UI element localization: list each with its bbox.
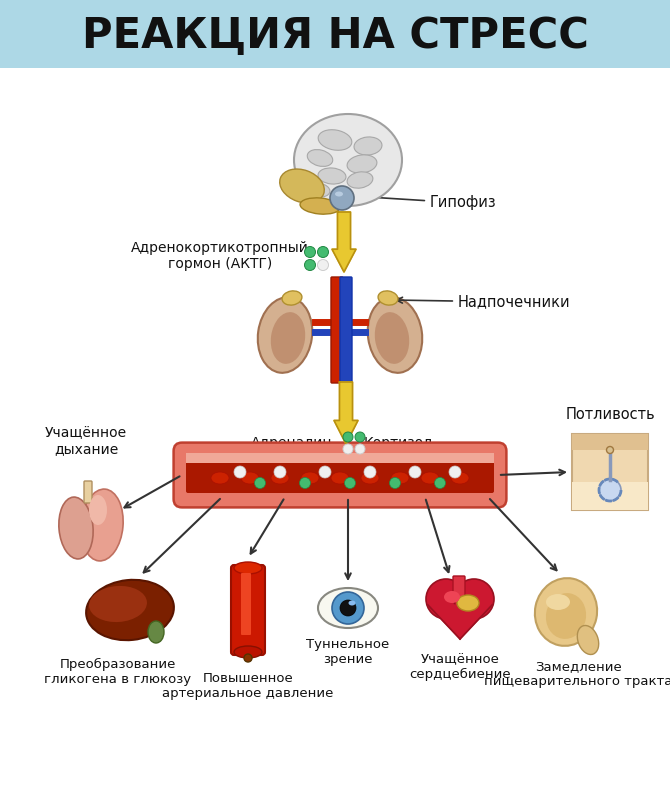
FancyBboxPatch shape — [331, 277, 343, 383]
FancyBboxPatch shape — [572, 434, 648, 510]
Ellipse shape — [535, 578, 597, 646]
Circle shape — [318, 259, 328, 271]
Ellipse shape — [306, 183, 330, 197]
Ellipse shape — [368, 297, 422, 373]
Ellipse shape — [578, 626, 599, 654]
Text: Учащённое
сердцебиение: Учащённое сердцебиение — [409, 653, 511, 681]
Ellipse shape — [301, 472, 319, 484]
Ellipse shape — [59, 497, 93, 559]
Polygon shape — [428, 605, 492, 639]
Circle shape — [299, 477, 310, 488]
Circle shape — [255, 477, 265, 488]
Ellipse shape — [241, 472, 259, 484]
Text: Преобразование
гликогена в глюкозу: Преобразование гликогена в глюкозу — [44, 658, 192, 686]
Ellipse shape — [234, 562, 262, 574]
Ellipse shape — [86, 580, 174, 640]
Circle shape — [364, 466, 376, 478]
Ellipse shape — [347, 172, 373, 188]
Ellipse shape — [391, 472, 409, 484]
Ellipse shape — [421, 472, 439, 484]
Ellipse shape — [300, 198, 340, 214]
Circle shape — [355, 432, 365, 442]
Circle shape — [234, 466, 246, 478]
Ellipse shape — [331, 472, 349, 484]
Circle shape — [244, 654, 252, 662]
FancyBboxPatch shape — [186, 453, 494, 463]
Polygon shape — [332, 212, 356, 272]
FancyBboxPatch shape — [572, 482, 648, 510]
Ellipse shape — [546, 594, 570, 610]
FancyBboxPatch shape — [453, 576, 465, 600]
FancyBboxPatch shape — [186, 457, 494, 493]
Circle shape — [274, 466, 286, 478]
Ellipse shape — [318, 588, 378, 628]
Circle shape — [319, 466, 331, 478]
Circle shape — [318, 247, 328, 258]
Ellipse shape — [271, 312, 306, 364]
Circle shape — [606, 447, 614, 453]
Circle shape — [435, 477, 446, 488]
Circle shape — [389, 477, 401, 488]
Text: Адреналин: Адреналин — [251, 436, 333, 450]
Circle shape — [449, 466, 461, 478]
Ellipse shape — [546, 593, 586, 639]
Circle shape — [409, 466, 421, 478]
Ellipse shape — [361, 472, 379, 484]
Ellipse shape — [451, 472, 469, 484]
Ellipse shape — [89, 586, 147, 622]
Circle shape — [340, 600, 356, 616]
Circle shape — [343, 444, 353, 454]
Ellipse shape — [308, 149, 333, 167]
Ellipse shape — [81, 489, 123, 561]
FancyBboxPatch shape — [241, 573, 251, 635]
Ellipse shape — [279, 169, 324, 203]
FancyBboxPatch shape — [231, 565, 265, 655]
Ellipse shape — [282, 291, 302, 305]
FancyBboxPatch shape — [340, 277, 352, 383]
Text: Повышенное
артериальное давление: Повышенное артериальное давление — [162, 672, 334, 700]
Ellipse shape — [294, 114, 402, 206]
Bar — [336, 190, 344, 208]
Text: Гипофиз: Гипофиз — [356, 194, 496, 211]
Text: Потливость: Потливость — [565, 407, 655, 422]
Ellipse shape — [378, 291, 398, 305]
Circle shape — [454, 579, 494, 619]
Circle shape — [332, 592, 364, 624]
FancyBboxPatch shape — [84, 481, 92, 503]
Ellipse shape — [211, 472, 229, 484]
Text: Кортизол: Кортизол — [363, 436, 433, 450]
Ellipse shape — [318, 130, 352, 150]
FancyBboxPatch shape — [0, 0, 670, 68]
Circle shape — [599, 479, 621, 501]
Ellipse shape — [258, 297, 312, 373]
Ellipse shape — [148, 621, 164, 643]
FancyBboxPatch shape — [572, 434, 648, 450]
Circle shape — [355, 444, 365, 454]
Ellipse shape — [318, 168, 346, 184]
Ellipse shape — [89, 495, 107, 525]
Ellipse shape — [271, 472, 289, 484]
FancyBboxPatch shape — [174, 443, 507, 508]
Text: РЕАКЦИЯ НА СТРЕСС: РЕАКЦИЯ НА СТРЕСС — [82, 15, 588, 57]
Ellipse shape — [347, 155, 377, 173]
Ellipse shape — [354, 137, 382, 155]
Text: Замедление
пищеварительного тракта: Замедление пищеварительного тракта — [484, 660, 670, 688]
Ellipse shape — [234, 646, 262, 658]
Circle shape — [426, 579, 466, 619]
Ellipse shape — [457, 595, 479, 611]
Text: Туннельное
зрение: Туннельное зрение — [306, 638, 390, 666]
Ellipse shape — [348, 601, 356, 606]
Ellipse shape — [375, 312, 409, 364]
Circle shape — [330, 186, 354, 210]
Ellipse shape — [444, 591, 460, 603]
Text: Учащённое
дыхание: Учащённое дыхание — [45, 426, 127, 456]
Text: Адренокортикотропный
гормон (АКТГ): Адренокортикотропный гормон (АКТГ) — [131, 241, 309, 271]
Polygon shape — [334, 382, 358, 444]
Circle shape — [304, 247, 316, 258]
Circle shape — [343, 432, 353, 442]
Circle shape — [344, 477, 356, 488]
Circle shape — [304, 259, 316, 271]
Ellipse shape — [335, 192, 343, 196]
Text: Надпочечники: Надпочечники — [397, 294, 571, 310]
